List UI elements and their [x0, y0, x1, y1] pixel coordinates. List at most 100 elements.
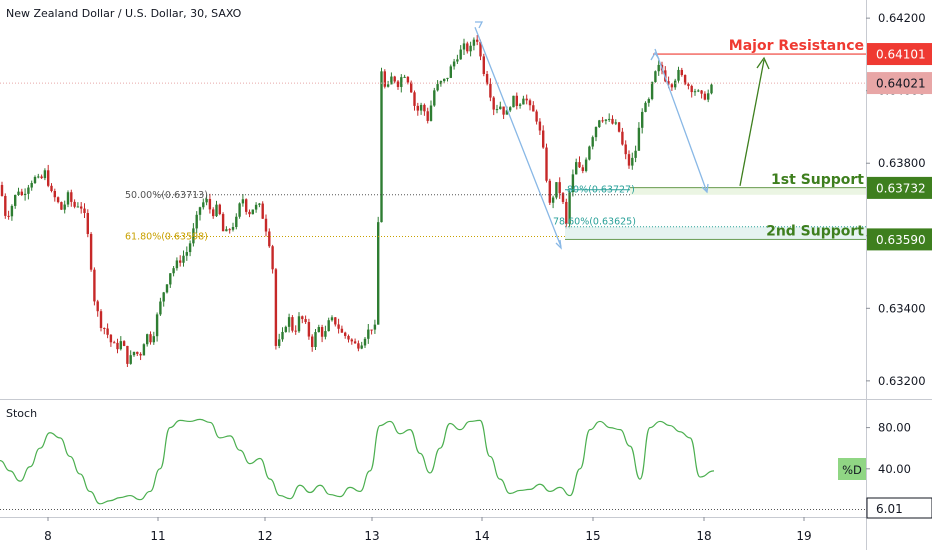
candle-up	[37, 176, 40, 178]
current-price-tag-bg	[867, 72, 932, 95]
projection-arrow-2	[654, 48, 708, 193]
candle-up	[241, 199, 245, 204]
projection-arrowhead-2	[701, 183, 709, 194]
candle-up	[43, 170, 47, 179]
support-2-label: 2nd Support	[766, 223, 864, 239]
candle-down	[353, 341, 357, 344]
candle-up	[119, 341, 122, 350]
candle-down	[311, 336, 314, 347]
candle-down	[357, 343, 360, 349]
candle-up	[317, 327, 320, 333]
candle-up	[443, 78, 446, 82]
candle-up	[429, 105, 433, 121]
candle-up	[17, 191, 20, 195]
candle-down	[56, 197, 60, 203]
candle-up	[697, 90, 700, 92]
candle-down	[248, 211, 251, 215]
candle-down	[116, 342, 119, 350]
candle-up	[251, 209, 254, 215]
candle-down	[136, 351, 139, 354]
candle-down	[334, 317, 337, 325]
candle-up	[66, 192, 70, 205]
candle-down	[700, 90, 703, 94]
candle-up	[568, 192, 571, 224]
time-tick-label: 15	[585, 529, 600, 543]
candle-up	[449, 66, 452, 78]
candle-up	[324, 331, 327, 337]
candle-down	[291, 317, 294, 331]
candle-up	[297, 316, 301, 332]
candle-down	[47, 170, 50, 186]
candle-up	[129, 355, 132, 364]
candle-down	[221, 214, 225, 232]
candle-down	[485, 73, 489, 84]
candle-down	[601, 120, 604, 122]
candle-down	[545, 147, 548, 181]
support-1-label: 1st Support	[771, 172, 864, 188]
candle-up	[608, 118, 611, 120]
candle-down	[617, 122, 621, 132]
stoch-value-tag: 6.01	[876, 502, 903, 516]
projection-arrowhead-1	[555, 239, 562, 250]
candle-down	[301, 316, 304, 320]
candle-up	[14, 194, 17, 206]
candle-up	[433, 90, 436, 106]
time-tick-label: 18	[696, 529, 711, 543]
candle-up	[403, 76, 406, 78]
candle-up	[469, 45, 472, 52]
candle-up	[284, 326, 287, 332]
stoch-tick-label: 80.00	[878, 421, 911, 435]
candle-up	[202, 202, 205, 208]
candle-down	[548, 180, 551, 203]
candle-down	[621, 131, 624, 145]
candle-up	[499, 106, 502, 110]
candle-up	[363, 338, 367, 346]
candle-up	[637, 127, 641, 151]
candle-up	[650, 82, 654, 100]
candle-up	[456, 59, 459, 62]
time-tick-label: 11	[150, 529, 165, 543]
candle-up	[225, 229, 228, 232]
candle-up	[152, 336, 155, 343]
candle-up	[710, 84, 713, 94]
candle-up	[142, 344, 146, 356]
candle-up	[278, 339, 281, 346]
candle-down	[80, 206, 83, 209]
candle-down	[466, 43, 469, 52]
candle-down	[347, 335, 350, 340]
candle-down	[264, 218, 268, 232]
price-tick-label: 0.63800	[878, 156, 926, 170]
candle-down	[268, 231, 271, 247]
candle-up	[169, 273, 172, 285]
candle-down	[532, 105, 535, 112]
candle-up	[185, 252, 188, 256]
candle-up	[165, 284, 169, 293]
candle-up	[598, 120, 601, 128]
candle-down	[703, 93, 707, 100]
time-tick-label: 13	[364, 529, 379, 543]
candle-up	[162, 292, 165, 302]
candle-down	[515, 95, 518, 106]
candle-up	[330, 317, 334, 321]
candle-down	[611, 118, 614, 124]
candle-down	[426, 111, 429, 121]
candle-up	[235, 216, 238, 228]
candle-down	[578, 162, 581, 168]
candle-up	[155, 314, 159, 337]
candle-down	[304, 319, 307, 323]
candle-up	[657, 64, 660, 72]
candle-down	[149, 334, 152, 343]
candle-down	[139, 353, 142, 356]
candle-up	[631, 157, 634, 166]
candle-up	[254, 204, 258, 210]
candle-down	[126, 345, 129, 364]
candle-up	[505, 110, 509, 115]
candle-up	[512, 95, 515, 108]
target-arrow	[739, 59, 765, 187]
candle-up	[584, 159, 588, 171]
candle-down	[581, 167, 584, 171]
candle-down	[294, 330, 297, 332]
candle-up	[182, 255, 185, 263]
candle-down	[96, 301, 99, 312]
